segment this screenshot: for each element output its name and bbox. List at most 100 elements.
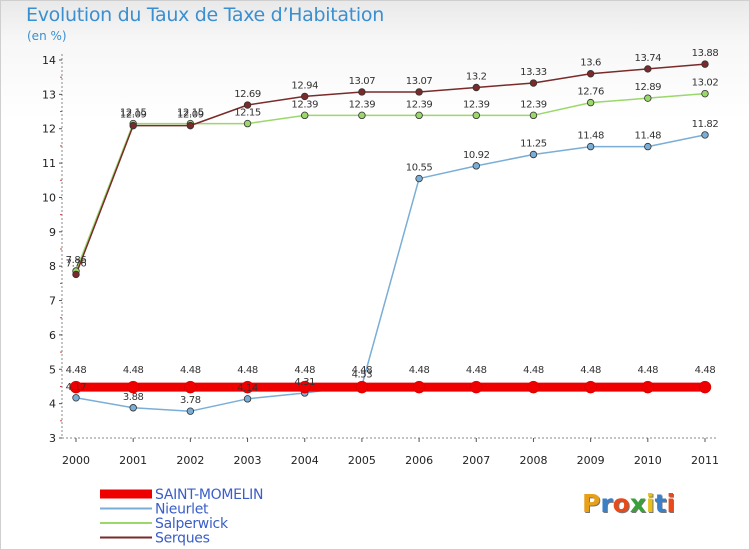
data-point (472, 83, 480, 92)
data-label: 11.25 (520, 139, 547, 150)
data-point (184, 380, 197, 394)
data-point (241, 380, 254, 394)
data-label: 12.89 (634, 82, 661, 93)
y-tick-label: 6 (49, 329, 56, 342)
y-tick-label: 12 (42, 123, 56, 136)
x-tick-label: 2007 (462, 454, 490, 467)
data-point (355, 380, 369, 394)
data-label: 12.39 (463, 99, 490, 110)
data-label: 4.48 (637, 365, 658, 376)
data-label: 4.48 (523, 365, 544, 376)
data-label: 4.48 (466, 365, 487, 376)
data-point (412, 380, 426, 394)
data-label: 4.14 (237, 383, 258, 394)
logo-letter: i (646, 489, 655, 518)
data-label: 13.02 (692, 78, 719, 89)
data-point (69, 380, 83, 394)
series-points (69, 60, 712, 415)
data-point (644, 142, 652, 151)
data-point (472, 162, 480, 170)
x-tick-label: 2003 (234, 454, 262, 467)
data-label: 12.94 (291, 80, 318, 91)
data-label: 7.86 (66, 255, 87, 266)
data-point (701, 89, 709, 98)
data-point (301, 111, 309, 120)
data-point (586, 70, 595, 78)
data-point (586, 98, 595, 107)
data-label: 13.33 (520, 67, 547, 78)
data-label: 10.92 (463, 150, 490, 161)
data-point (472, 111, 480, 120)
logo-letter: r (600, 489, 613, 518)
data-point (701, 131, 709, 139)
logo-letter: i (666, 489, 676, 518)
x-tick-label: 2002 (176, 454, 204, 467)
data-label: 3.88 (123, 392, 144, 403)
data-point (527, 380, 540, 394)
logo-letter: o (612, 489, 630, 518)
data-label: 4.48 (66, 365, 87, 376)
data-label: 4.17 (66, 382, 87, 393)
data-label: 13.07 (349, 76, 376, 87)
data-label: 4.48 (695, 365, 716, 376)
data-label: 13.74 (634, 53, 661, 64)
x-tick-label: 2009 (577, 454, 605, 467)
x-tick-label: 2011 (691, 454, 719, 467)
y-tick-label: 7 (49, 295, 56, 308)
y-tick-label: 8 (49, 260, 56, 273)
axes: 3 4 5 6 7 8 9 10 11 12 13 14 2000 2001 2002 2003 2004 200… (42, 54, 719, 467)
data-label: 12.69 (234, 89, 261, 100)
data-point (415, 174, 423, 183)
data-label: 12.09 (120, 110, 147, 121)
data-point (358, 88, 366, 96)
data-point (186, 121, 195, 130)
data-label: 4.48 (294, 365, 315, 376)
data-label: 13.88 (692, 48, 719, 59)
data-label: 12.15 (120, 108, 147, 119)
data-point (72, 270, 80, 279)
data-label: 12.09 (177, 110, 204, 121)
data-point (701, 60, 709, 68)
series-line-nieurlet (75, 134, 706, 412)
data-point (641, 380, 655, 394)
data-label: 12.15 (177, 108, 204, 119)
data-label: 13.07 (406, 76, 433, 87)
series-lines (75, 63, 706, 412)
data-point (301, 92, 309, 101)
data-label: 12.39 (291, 99, 318, 110)
data-point (529, 150, 538, 159)
series-line-salperwick (75, 92, 706, 272)
data-label: 13.6 (580, 58, 601, 69)
data-labels: 4.17 3.88 3.78 4.14 4.31 4.53 10.55 10.92 11.25 1… (66, 48, 719, 406)
data-label: 12.76 (577, 87, 604, 98)
y-tick-label: 5 (49, 363, 56, 376)
data-point (586, 142, 595, 151)
data-label: 10.55 (406, 163, 433, 174)
data-point (415, 111, 423, 120)
y-tick-label: 11 (42, 157, 56, 170)
data-point (72, 394, 80, 402)
x-tick-label: 2006 (405, 454, 433, 467)
y-tick-label: 10 (42, 191, 56, 204)
y-tick-label: 14 (42, 54, 56, 67)
logo-letter: t (654, 489, 667, 518)
data-point (584, 380, 597, 394)
data-point (243, 119, 252, 128)
data-point (698, 380, 712, 394)
chart-title: Evolution du Taux de Taxe d’Habitation (26, 4, 384, 26)
data-point (470, 380, 483, 394)
x-tick-label: 2001 (119, 454, 147, 467)
data-point (243, 101, 252, 109)
legend-label: SAINT-MOMELIN (155, 487, 263, 503)
data-label: 11.82 (692, 119, 719, 130)
data-label: 4.48 (237, 365, 258, 376)
data-label: 4.48 (580, 365, 601, 376)
chart-subtitle: (en %) (27, 29, 67, 43)
legend-label: Nieurlet (155, 502, 209, 518)
data-point (298, 380, 311, 394)
data-label: 4.31 (294, 377, 315, 388)
logo-letter: P (582, 489, 601, 518)
proxiti-logo: Proxiti (582, 489, 675, 518)
